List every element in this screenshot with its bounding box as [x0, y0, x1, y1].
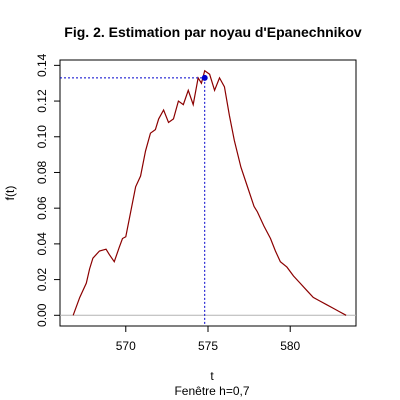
x-tick-label: 575 [198, 339, 218, 353]
y-axis-label: f(t) [3, 186, 17, 201]
y-tick-label: 0.02 [35, 268, 49, 292]
max-point-marker [201, 74, 208, 81]
x-tick-label: 570 [116, 339, 136, 353]
y-tick-label: 0.10 [35, 125, 49, 149]
x-tick-label: 580 [280, 339, 300, 353]
y-tick-label: 0.14 [35, 53, 49, 77]
y-tick-label: 0.04 [35, 232, 49, 256]
y-tick-label: 0.08 [35, 160, 49, 184]
y-axis: 0.00 0.02 0.04 0.06 0.08 0.10 0.12 0.14 [35, 53, 60, 327]
chart-title: Fig. 2. Estimation par noyau d'Epanechni… [64, 24, 362, 40]
y-tick-label: 0.00 [35, 303, 49, 327]
density-curve [72, 69, 347, 316]
y-tick-label: 0.06 [35, 196, 49, 220]
x-axis: 570 575 580 [116, 326, 301, 353]
y-tick-label: 0.12 [35, 89, 49, 113]
bandwidth-caption: Fenêtre h=0,7 [174, 384, 249, 398]
x-axis-label: t [210, 369, 214, 383]
